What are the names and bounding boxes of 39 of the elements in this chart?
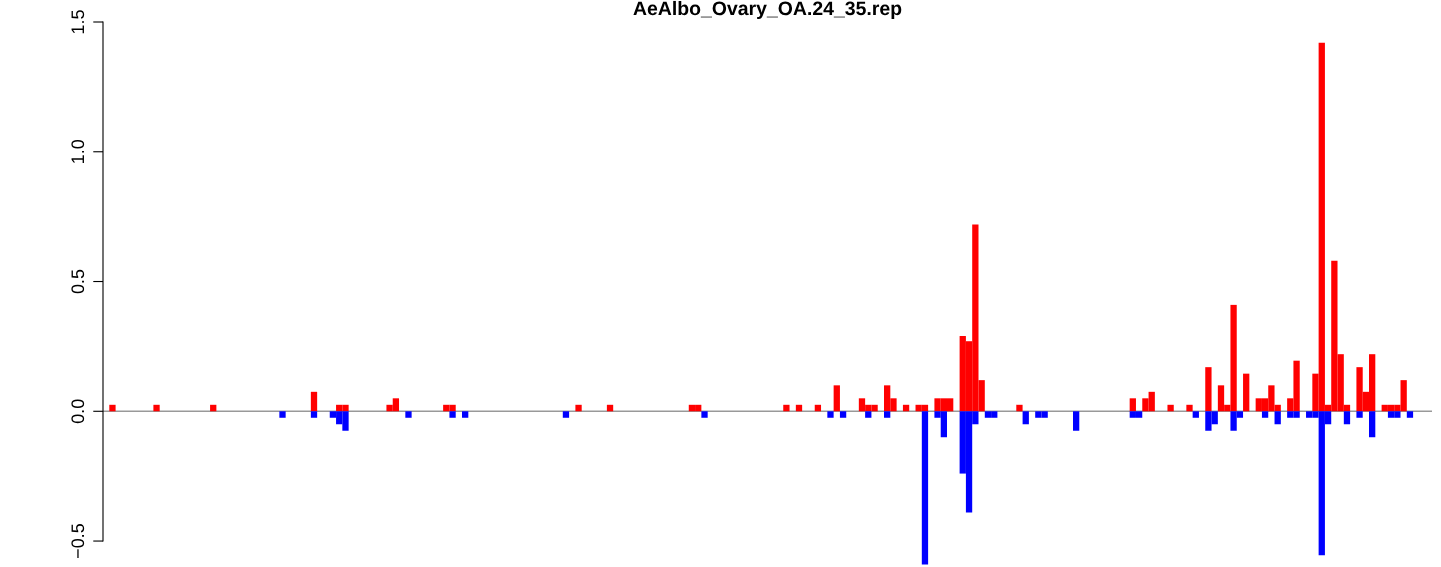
bar xyxy=(884,411,891,418)
bar xyxy=(462,411,469,418)
bar xyxy=(783,404,790,412)
bar xyxy=(310,411,318,418)
bar xyxy=(1343,411,1351,425)
bar xyxy=(1274,411,1281,425)
bar xyxy=(1167,404,1174,412)
bar xyxy=(279,411,286,418)
bar xyxy=(1016,404,1023,412)
y-tick-label: 0.0 xyxy=(71,399,85,424)
bar xyxy=(153,404,160,412)
bar xyxy=(1022,411,1029,425)
bar xyxy=(1243,373,1250,412)
bar xyxy=(575,404,582,412)
bar xyxy=(833,385,840,412)
bar xyxy=(921,411,929,565)
bar xyxy=(1369,411,1376,438)
bar xyxy=(1186,404,1193,412)
bar xyxy=(1356,411,1363,418)
bar xyxy=(109,404,116,412)
y-tick-label: 1.0 xyxy=(71,139,85,163)
bar xyxy=(449,411,456,418)
bar xyxy=(1406,411,1414,418)
bar xyxy=(405,411,412,418)
bar xyxy=(1192,411,1199,418)
bar xyxy=(1072,411,1080,431)
bar xyxy=(839,411,847,418)
y-tick-label: 0.5 xyxy=(71,269,85,294)
bar xyxy=(310,391,318,412)
bar xyxy=(1205,367,1212,412)
bar xyxy=(1129,398,1136,412)
bar xyxy=(1261,411,1269,418)
chart-title: AeAlbo_Ovary_OA.24_35.rep xyxy=(633,0,902,20)
y-tick-label: −0.5 xyxy=(71,523,85,558)
bar xyxy=(827,411,834,418)
y-tick-label: 1.5 xyxy=(71,10,85,34)
bar xyxy=(562,411,570,418)
bar xyxy=(865,411,872,418)
bar xyxy=(701,411,708,418)
